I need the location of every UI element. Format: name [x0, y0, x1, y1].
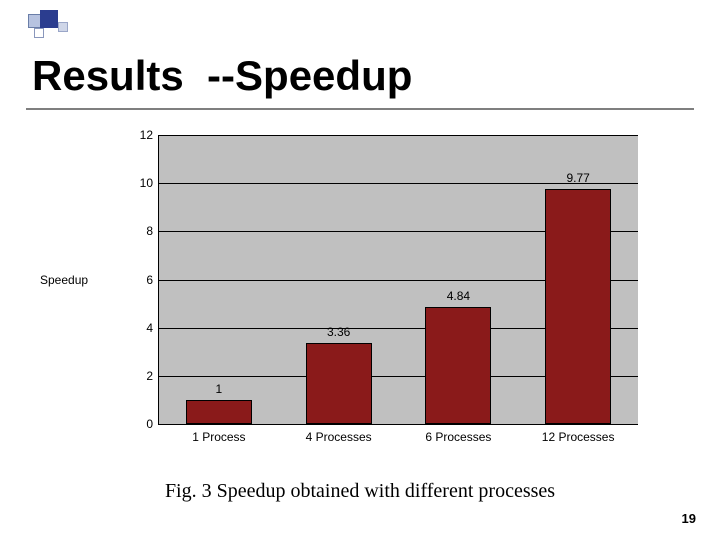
chart-bar-value-label: 9.77 [566, 171, 589, 185]
slide-title: Results --Speedup [32, 52, 412, 100]
chart-ytick-label: 8 [123, 224, 159, 238]
chart-bar [186, 400, 252, 424]
chart-plot-area: 02468101211 Process3.364 Processes4.846 … [158, 135, 638, 425]
template-deco-squares [28, 10, 88, 40]
chart-xtick-label: 12 Processes [542, 424, 615, 444]
chart-xtick-label: 4 Processes [306, 424, 372, 444]
chart-gridline [159, 135, 638, 136]
chart-bar [425, 307, 491, 424]
chart-xtick-label: 1 Process [192, 424, 245, 444]
speedup-chart: Speedup 02468101211 Process3.364 Process… [70, 125, 660, 455]
slide: Results --Speedup Speedup 02468101211 Pr… [0, 0, 720, 540]
chart-ytick-label: 6 [123, 273, 159, 287]
chart-ytick-label: 0 [123, 417, 159, 431]
chart-bar [306, 343, 372, 424]
figure-caption: Fig. 3 Speedup obtained with different p… [0, 480, 720, 503]
chart-ytick-label: 10 [123, 176, 159, 190]
chart-ytick-label: 12 [123, 128, 159, 142]
chart-bar [545, 189, 611, 424]
chart-ytick-label: 2 [123, 369, 159, 383]
chart-bar-value-label: 3.36 [327, 325, 350, 339]
title-underline [26, 108, 694, 110]
chart-y-axis-label: Speedup [40, 273, 88, 287]
chart-bar-value-label: 4.84 [447, 289, 470, 303]
chart-ytick-label: 4 [123, 321, 159, 335]
chart-bar-value-label: 1 [216, 382, 223, 396]
chart-xtick-label: 6 Processes [425, 424, 491, 444]
page-number: 19 [682, 511, 696, 526]
